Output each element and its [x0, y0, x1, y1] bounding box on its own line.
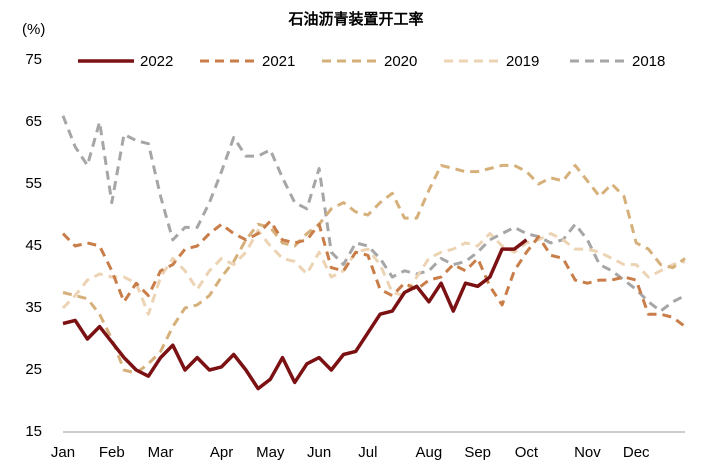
- x-tick-label: Feb: [99, 444, 125, 461]
- y-axis-label: (%): [22, 21, 45, 38]
- x-tick-label: Oct: [515, 444, 539, 461]
- legend-label: 2018: [632, 53, 665, 70]
- x-tick-label: Nov: [574, 444, 601, 461]
- series-line: [61, 115, 686, 313]
- y-tick-label: 35: [25, 299, 42, 316]
- legend-label: 2021: [262, 53, 295, 70]
- chart-title: 石油沥青装置开工率: [287, 10, 423, 28]
- y-tick-label: 75: [25, 51, 42, 68]
- x-tick-label: Jun: [307, 444, 331, 461]
- x-tick-label: Aug: [416, 444, 443, 461]
- legend-label: 2019: [506, 53, 539, 70]
- y-tick-label: 55: [25, 175, 42, 192]
- legend-label: 2022: [140, 53, 173, 70]
- x-tick-label: Sep: [464, 444, 491, 461]
- x-tick-label: Jan: [51, 444, 75, 461]
- x-tick-label: May: [256, 444, 285, 461]
- series-line: [61, 219, 686, 328]
- y-tick-label: 65: [25, 113, 42, 130]
- legend-label: 2020: [384, 53, 417, 70]
- y-tick-label: 25: [25, 361, 42, 378]
- series-line: [62, 238, 528, 391]
- x-tick-label: Apr: [210, 444, 233, 461]
- x-tick-label: Dec: [623, 444, 650, 461]
- series-line: [61, 229, 686, 316]
- y-tick-label: 45: [25, 237, 42, 254]
- y-tick-label: 15: [25, 423, 42, 440]
- x-tick-label: Mar: [148, 444, 174, 461]
- x-tick-label: Jul: [358, 444, 377, 461]
